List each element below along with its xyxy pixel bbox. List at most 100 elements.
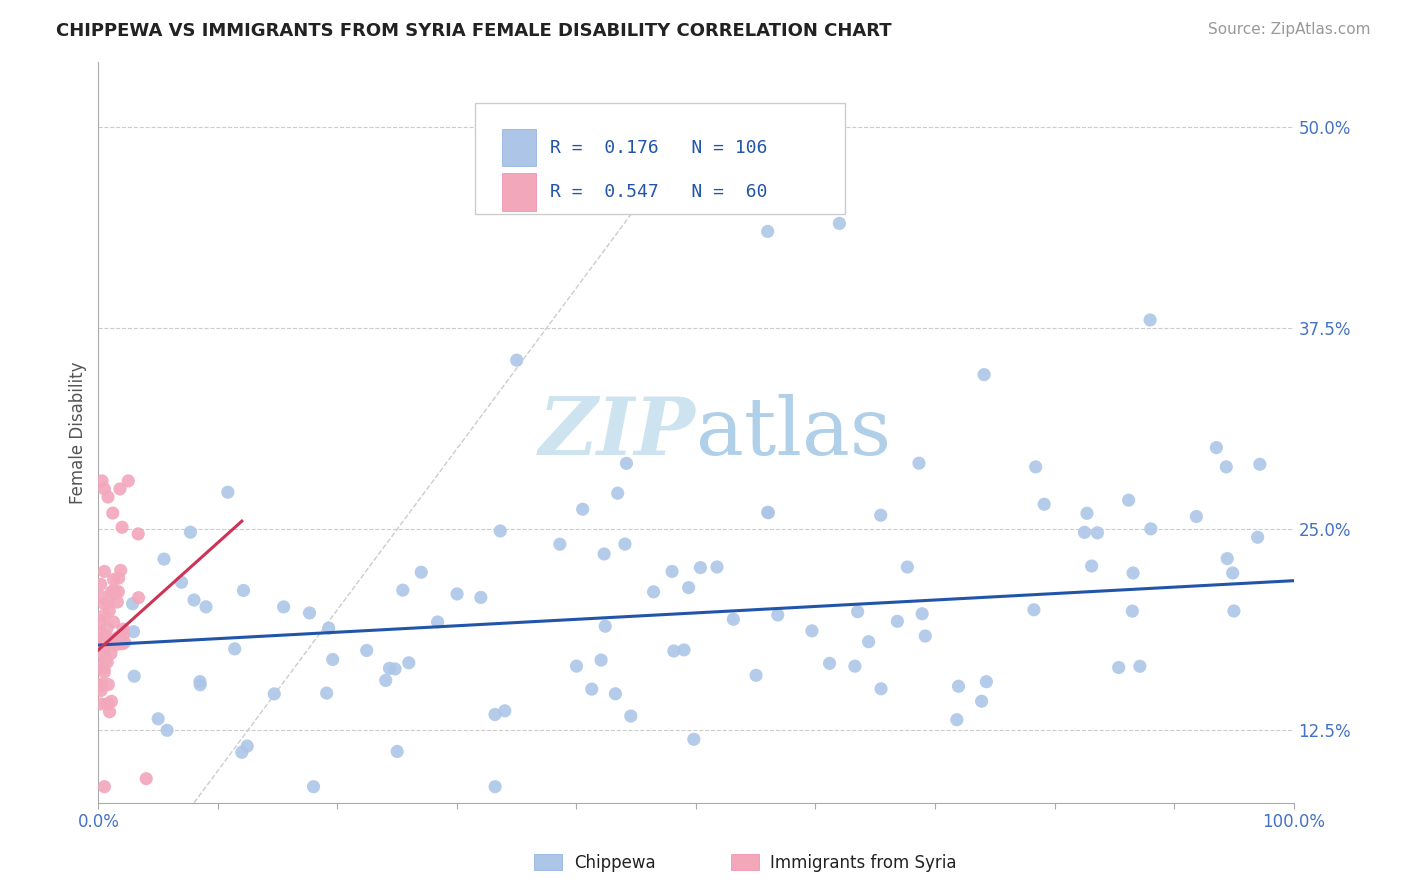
Text: R =  0.547   N =  60: R = 0.547 N = 60 bbox=[550, 183, 768, 201]
Point bbox=[914, 629, 936, 643]
Point bbox=[818, 657, 841, 671]
Point bbox=[678, 581, 700, 595]
Point bbox=[398, 656, 420, 670]
Point bbox=[90, 697, 112, 711]
Point bbox=[188, 674, 211, 689]
Point bbox=[673, 643, 696, 657]
Point bbox=[756, 224, 779, 238]
Point bbox=[620, 709, 643, 723]
Point bbox=[1185, 509, 1208, 524]
Point bbox=[121, 597, 143, 611]
Point bbox=[484, 707, 506, 722]
Point bbox=[1080, 559, 1102, 574]
Point bbox=[581, 682, 603, 697]
Point bbox=[411, 566, 433, 580]
Point bbox=[844, 659, 866, 673]
Point bbox=[153, 552, 176, 566]
Point bbox=[101, 633, 124, 648]
Point bbox=[548, 537, 571, 551]
Point bbox=[426, 615, 449, 629]
Point bbox=[591, 653, 613, 667]
Point bbox=[606, 486, 628, 500]
Point bbox=[1222, 566, 1244, 580]
Point bbox=[593, 619, 616, 633]
Point bbox=[318, 621, 340, 635]
Point bbox=[385, 744, 409, 758]
Point bbox=[148, 712, 170, 726]
Point bbox=[179, 525, 201, 540]
Text: atlas: atlas bbox=[696, 393, 891, 472]
Point bbox=[1122, 566, 1144, 580]
Text: R =  0.176   N = 106: R = 0.176 N = 106 bbox=[550, 138, 768, 157]
Point bbox=[870, 681, 893, 696]
Point bbox=[828, 216, 851, 230]
Point bbox=[108, 482, 131, 496]
Point bbox=[1073, 525, 1095, 540]
Point bbox=[1129, 659, 1152, 673]
Point bbox=[384, 662, 406, 676]
Text: Chippewa: Chippewa bbox=[574, 854, 655, 871]
Point bbox=[613, 537, 636, 551]
Point bbox=[100, 647, 122, 661]
Point bbox=[263, 687, 285, 701]
Point bbox=[97, 595, 120, 609]
Point bbox=[117, 474, 139, 488]
Point bbox=[93, 482, 115, 496]
Point bbox=[298, 606, 321, 620]
Point bbox=[90, 615, 112, 629]
Point bbox=[91, 636, 114, 650]
Point bbox=[494, 704, 516, 718]
Point bbox=[156, 723, 179, 738]
Point bbox=[90, 632, 112, 646]
Point bbox=[1118, 493, 1140, 508]
Point bbox=[97, 677, 120, 691]
Point bbox=[100, 694, 122, 708]
Point bbox=[114, 635, 136, 649]
Point bbox=[970, 694, 993, 708]
Point bbox=[689, 560, 711, 574]
Point bbox=[565, 659, 588, 673]
Point bbox=[91, 474, 114, 488]
Point bbox=[89, 640, 111, 654]
Point bbox=[90, 677, 112, 691]
Point bbox=[100, 585, 122, 599]
Point bbox=[122, 669, 145, 683]
Point bbox=[745, 668, 768, 682]
Point bbox=[94, 653, 117, 667]
Text: ZIP: ZIP bbox=[538, 394, 696, 471]
Point bbox=[1140, 522, 1163, 536]
Point bbox=[107, 584, 129, 599]
Point bbox=[470, 591, 492, 605]
Point bbox=[682, 732, 704, 747]
Point bbox=[571, 502, 593, 516]
Point bbox=[896, 560, 918, 574]
Point bbox=[374, 673, 396, 688]
Point bbox=[105, 634, 128, 648]
Point bbox=[231, 745, 253, 759]
Point bbox=[869, 508, 891, 523]
Point bbox=[93, 597, 115, 611]
FancyBboxPatch shape bbox=[502, 129, 536, 166]
Point bbox=[103, 583, 125, 598]
Point bbox=[93, 648, 115, 663]
Point bbox=[103, 573, 125, 587]
Point bbox=[1215, 459, 1237, 474]
FancyBboxPatch shape bbox=[502, 173, 536, 211]
Point bbox=[378, 661, 401, 675]
Point bbox=[302, 780, 325, 794]
Point bbox=[90, 577, 112, 591]
Point bbox=[489, 524, 512, 538]
Point bbox=[94, 640, 117, 654]
Point bbox=[484, 780, 506, 794]
Point bbox=[90, 659, 112, 673]
Y-axis label: Female Disability: Female Disability bbox=[69, 361, 87, 504]
Point bbox=[232, 583, 254, 598]
Text: Immigrants from Syria: Immigrants from Syria bbox=[770, 854, 957, 871]
Point bbox=[111, 520, 134, 534]
Point bbox=[756, 505, 779, 519]
Point bbox=[135, 772, 157, 786]
Point bbox=[90, 625, 112, 640]
Point bbox=[1025, 459, 1047, 474]
Point bbox=[170, 575, 193, 590]
Point bbox=[97, 490, 120, 504]
